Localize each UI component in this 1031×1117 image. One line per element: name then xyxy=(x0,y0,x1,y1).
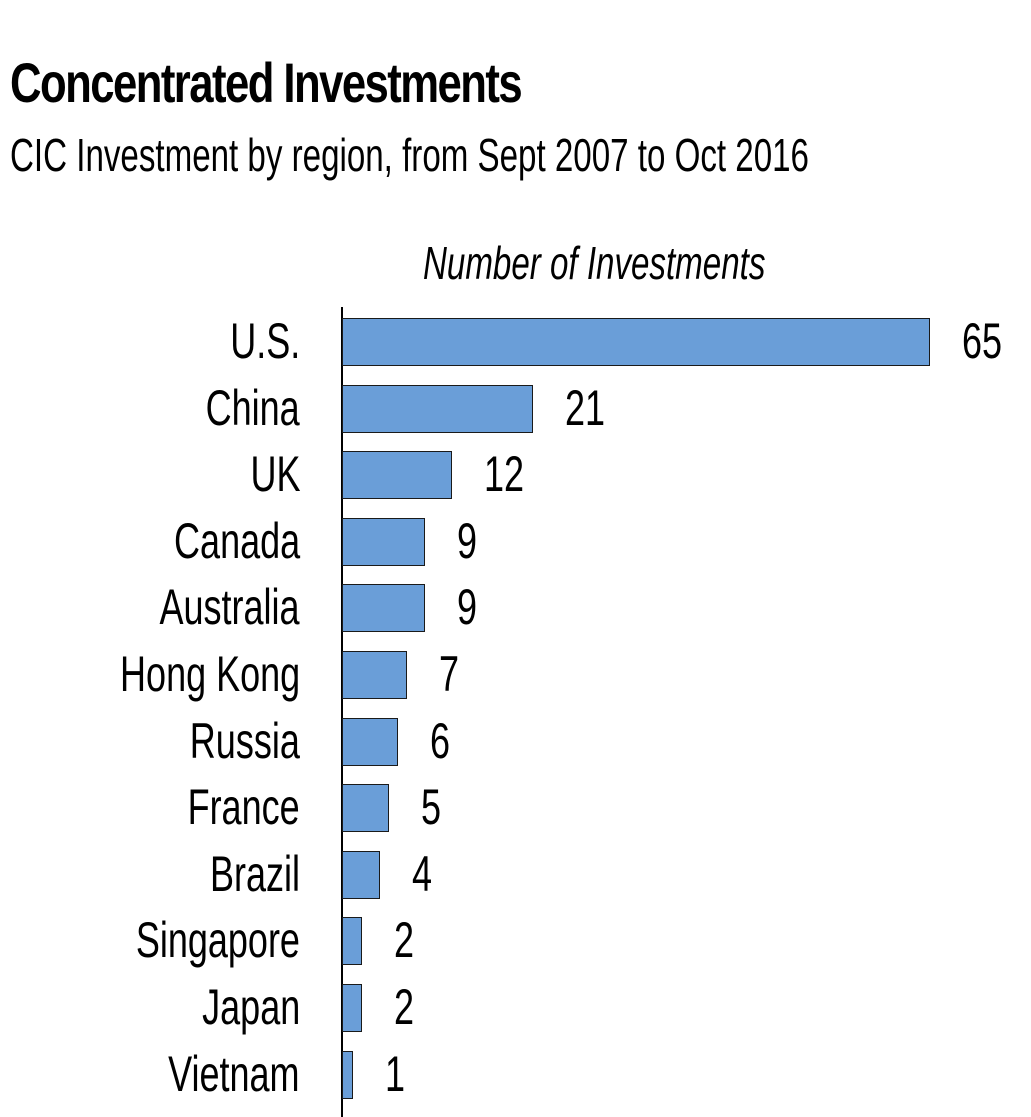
category-label: Vietnam xyxy=(168,1045,300,1102)
category-label: U.S. xyxy=(229,313,300,369)
value-label: 2 xyxy=(394,979,415,1035)
bar xyxy=(342,651,408,699)
bar xyxy=(342,584,426,633)
category-label: Singapore xyxy=(135,912,300,969)
bar xyxy=(342,384,534,433)
value-label: 1 xyxy=(385,1045,406,1102)
category-label: Hong Kong xyxy=(119,646,300,702)
bar-row: Brazil 4 xyxy=(0,846,1031,902)
category-label: Brazil xyxy=(209,845,300,902)
category-label: Japan xyxy=(201,979,300,1035)
bar xyxy=(342,984,363,1032)
bar xyxy=(342,850,381,899)
value-label: 7 xyxy=(439,646,460,702)
value-label: 2 xyxy=(394,912,415,969)
bar xyxy=(342,717,399,766)
bar xyxy=(342,1050,353,1099)
value-label: 12 xyxy=(484,446,525,503)
bar xyxy=(342,784,390,833)
chart-title: Concentrated Investments xyxy=(10,51,523,114)
value-label: 6 xyxy=(430,712,451,769)
bar xyxy=(342,917,363,966)
category-label: Australia xyxy=(159,579,300,636)
value-label: 9 xyxy=(457,512,478,569)
bar-row: France 5 xyxy=(0,779,1031,835)
category-label: UK xyxy=(249,446,300,503)
value-label: 9 xyxy=(457,579,478,636)
axis-title: Number of Investments xyxy=(423,237,766,289)
bar-row: Singapore 2 xyxy=(0,912,1031,968)
bar-row: Canada 9 xyxy=(0,513,1031,569)
value-label: 21 xyxy=(565,379,606,436)
bar-row: Australia 9 xyxy=(0,579,1031,635)
bar-row: Russia 6 xyxy=(0,713,1031,769)
category-label: China xyxy=(205,379,300,436)
bar-row: Japan 2 xyxy=(0,979,1031,1035)
bar-row: Vietnam 1 xyxy=(0,1046,1031,1102)
chart-subtitle: CIC Investment by region, from Sept 2007… xyxy=(10,129,809,181)
bar xyxy=(342,517,426,566)
bar-row: Hong Kong 7 xyxy=(0,646,1031,702)
bar xyxy=(342,318,930,366)
value-label: 4 xyxy=(412,845,433,902)
category-label: Canada xyxy=(173,512,300,569)
y-axis-line xyxy=(341,307,343,1117)
bar-row: China 21 xyxy=(0,380,1031,436)
bar xyxy=(342,451,453,500)
category-label: Russia xyxy=(189,712,300,769)
category-label: France xyxy=(187,779,300,836)
value-label: 5 xyxy=(421,779,442,836)
value-label: 65 xyxy=(962,313,1003,369)
bar-row: UK 12 xyxy=(0,446,1031,502)
bar-row: U.S. 65 xyxy=(0,313,1031,369)
